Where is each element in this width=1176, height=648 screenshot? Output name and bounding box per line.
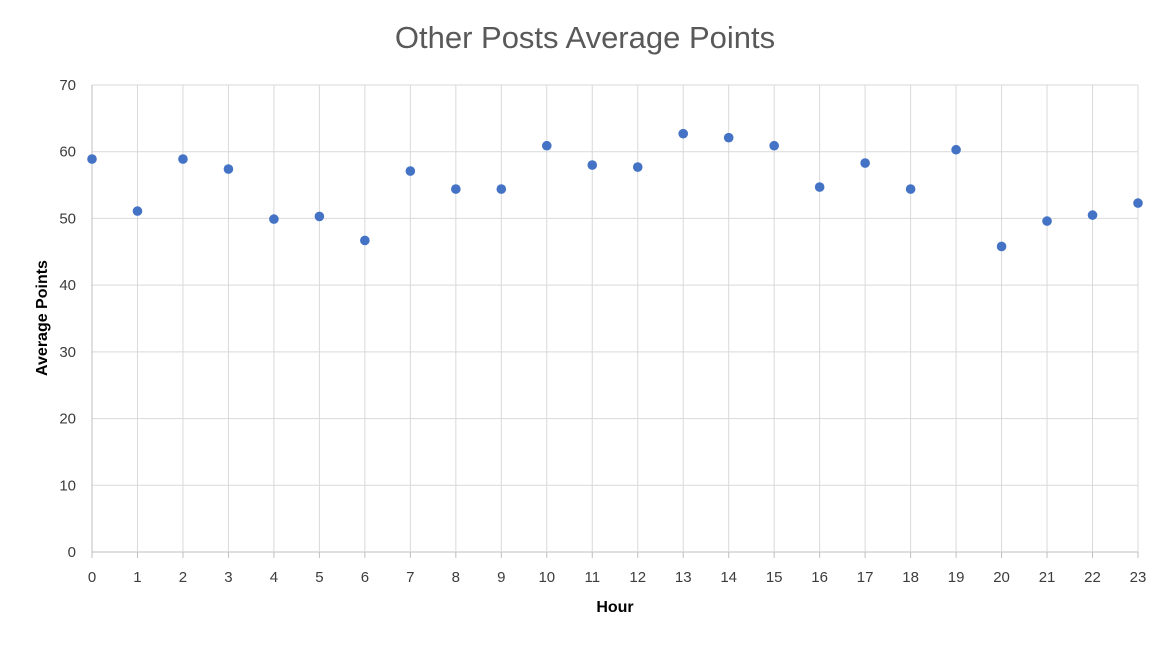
x-tick-label: 11 [584, 569, 600, 586]
y-tick-label: 70 [59, 77, 76, 94]
data-point [314, 211, 325, 222]
x-tick-label: 8 [452, 569, 460, 586]
data-point [360, 235, 370, 246]
x-tick-label: 23 [1130, 569, 1147, 586]
x-tick-label: 5 [315, 569, 323, 586]
x-axis-title: Hour [596, 599, 633, 616]
x-tick-label: 4 [270, 569, 278, 586]
y-tick-label: 0 [68, 544, 76, 561]
data-point [860, 158, 870, 168]
data-point [678, 128, 689, 139]
x-tick-label: 1 [133, 569, 141, 586]
data-point [405, 166, 416, 176]
x-tick-label: 21 [1039, 569, 1056, 586]
data-point [951, 144, 961, 155]
x-tick-label: 16 [811, 569, 828, 586]
x-tick-label: 12 [629, 569, 646, 586]
gridlines [91, 84, 1139, 558]
data-point [769, 140, 779, 151]
data-point [541, 140, 552, 151]
data-point [996, 241, 1007, 252]
data-point [269, 214, 279, 224]
y-tick-label: 20 [59, 411, 76, 428]
x-axis-ticks: 0 1 2 3 4 5 6 7 8 9 10 11 12 13 14 15 16 17 18 19 20 21 22 23 [88, 569, 1147, 586]
x-tick-label: 3 [224, 569, 232, 586]
y-axis-ticks: 0 10 20 30 40 50 60 70 [59, 77, 76, 561]
data-point [223, 164, 234, 174]
x-tick-label: 20 [993, 569, 1010, 586]
data-point [905, 184, 916, 194]
x-tick-label: 6 [361, 569, 369, 586]
x-tick-label: 7 [406, 569, 414, 586]
data-point [1042, 216, 1052, 226]
y-tick-label: 10 [59, 477, 76, 494]
data-point [496, 184, 507, 194]
data-points [87, 128, 1143, 252]
x-tick-label: 17 [857, 569, 874, 586]
x-tick-label: 9 [497, 569, 505, 586]
data-point [87, 154, 97, 164]
data-point [814, 182, 825, 192]
x-tick-label: 15 [766, 569, 783, 586]
x-tick-label: 14 [720, 569, 737, 586]
y-tick-label: 60 [59, 144, 76, 161]
data-point [451, 184, 461, 194]
y-axis-title: Average Points [34, 260, 51, 376]
x-tick-label: 22 [1084, 569, 1101, 586]
x-tick-label: 19 [948, 569, 965, 586]
data-point [1087, 210, 1098, 220]
x-tick-label: 13 [675, 569, 692, 586]
data-point [587, 160, 598, 170]
y-tick-label: 30 [59, 344, 76, 361]
chart-title: Other Posts Average Points [395, 20, 775, 55]
data-point [178, 154, 188, 164]
data-point [1133, 198, 1143, 208]
y-tick-label: 40 [59, 277, 76, 294]
x-tick-label: 18 [902, 569, 919, 586]
x-tick-label: 0 [88, 569, 96, 586]
data-point [632, 162, 643, 172]
data-point [723, 132, 734, 143]
x-tick-label: 10 [538, 569, 555, 586]
data-point [132, 206, 143, 216]
x-tick-label: 2 [179, 569, 187, 586]
y-tick-label: 50 [59, 210, 76, 227]
